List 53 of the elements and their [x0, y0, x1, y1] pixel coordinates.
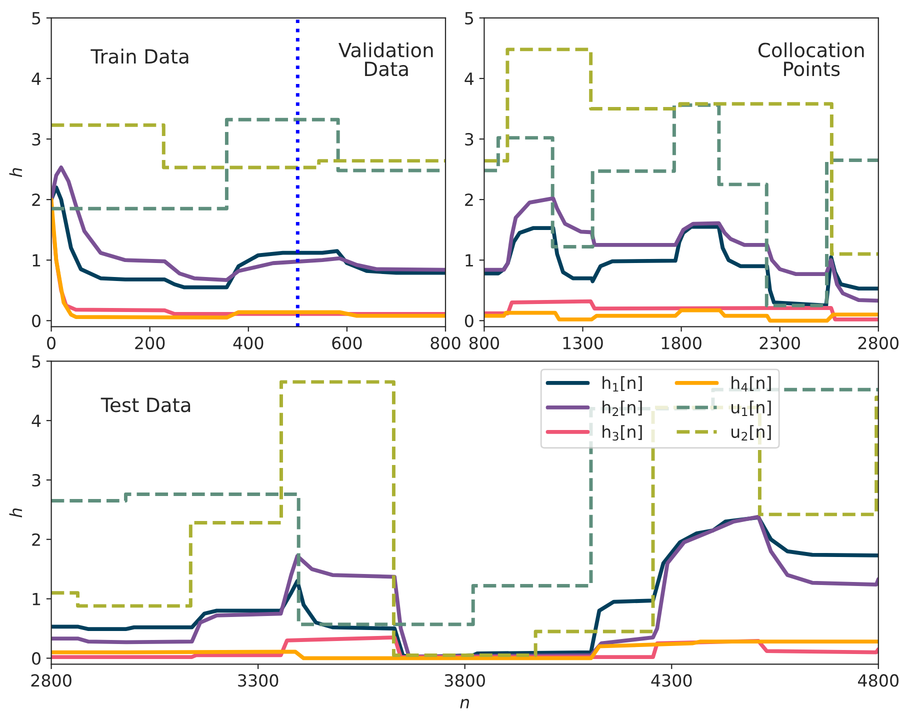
y-tick-label: 2 — [32, 194, 40, 206]
annotation: Collocation Points — [758, 42, 864, 76]
y-tick-label: 3 — [32, 474, 40, 487]
line-series — [484, 308, 878, 323]
legend-label: u$_{2}$[n] — [732, 425, 771, 440]
y-axis-title: h — [9, 508, 22, 518]
x-tick-label: 400 — [233, 336, 264, 350]
x-axis-title: n — [460, 698, 469, 708]
y-tick-label: 3 — [465, 132, 474, 146]
y-tick-label: 2 — [32, 533, 40, 546]
y-tick-label: 2 — [465, 194, 473, 206]
y-tick-label: 1 — [466, 254, 473, 266]
legend-label: h$_{1}$[n] — [602, 376, 642, 392]
x-tick-label: 4300 — [651, 674, 692, 687]
x-tick-label: 600 — [332, 336, 362, 350]
annotation: Train Data — [90, 48, 188, 64]
y-tick-label: 0 — [32, 652, 40, 665]
y-tick-label: 5 — [32, 355, 40, 368]
x-tick-label: 800 — [469, 336, 499, 350]
annotation: Test Data — [100, 398, 190, 412]
legend-label: u$_{1}$[n] — [732, 400, 771, 416]
line-series — [51, 186, 446, 290]
x-tick-label: 2300 — [760, 336, 800, 350]
y-tick-label: 4 — [464, 72, 474, 85]
y-tick-label: 5 — [465, 12, 474, 25]
x-tick-label: 800 — [430, 336, 460, 350]
y-tick-label: 3 — [32, 132, 40, 146]
x-tick-label: 0 — [47, 336, 56, 350]
y-tick-label: 4 — [32, 414, 41, 427]
y-tick-label: 0 — [32, 314, 40, 328]
x-tick-label: 2800 — [858, 336, 898, 350]
x-tick-label: 3300 — [238, 674, 278, 687]
line-series — [484, 299, 878, 322]
x-tick-label: 200 — [135, 336, 165, 350]
line-series — [51, 640, 878, 660]
y-tick-label: 1 — [32, 592, 40, 606]
x-tick-label: 1300 — [563, 336, 603, 350]
y-tick-label: 0 — [464, 314, 474, 328]
line-series — [51, 166, 446, 282]
y-axis-title: h — [9, 168, 22, 178]
annotation: Validation Data — [338, 42, 433, 76]
y-tick-label: 4 — [32, 72, 41, 85]
x-tick-label: 2800 — [31, 674, 72, 687]
line-series — [484, 103, 878, 308]
legend-label: h$_{2}$[n] — [602, 400, 642, 416]
y-tick-label: 1 — [32, 254, 40, 266]
x-tick-label: 4800 — [858, 674, 898, 687]
legend-label: h$_{3}$[n] — [602, 425, 642, 441]
line-series — [484, 196, 878, 303]
x-tick-label: 3800 — [444, 674, 485, 687]
legend-label: h$_{4}$[n] — [732, 376, 771, 392]
y-tick-label: 5 — [32, 12, 40, 25]
x-tick-label: 1800 — [662, 336, 702, 350]
